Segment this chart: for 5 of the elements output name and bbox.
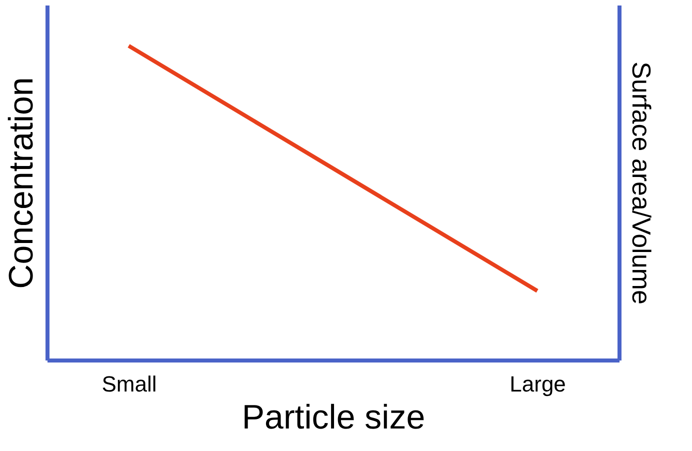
x-tick-label: Small xyxy=(102,372,157,396)
y-axis-title: Concentration xyxy=(2,77,40,289)
x-tick-label: Large xyxy=(510,372,566,396)
x-axis-title: Particle size xyxy=(242,398,426,436)
y2-axis-title: Surface area/Volume xyxy=(626,62,656,304)
